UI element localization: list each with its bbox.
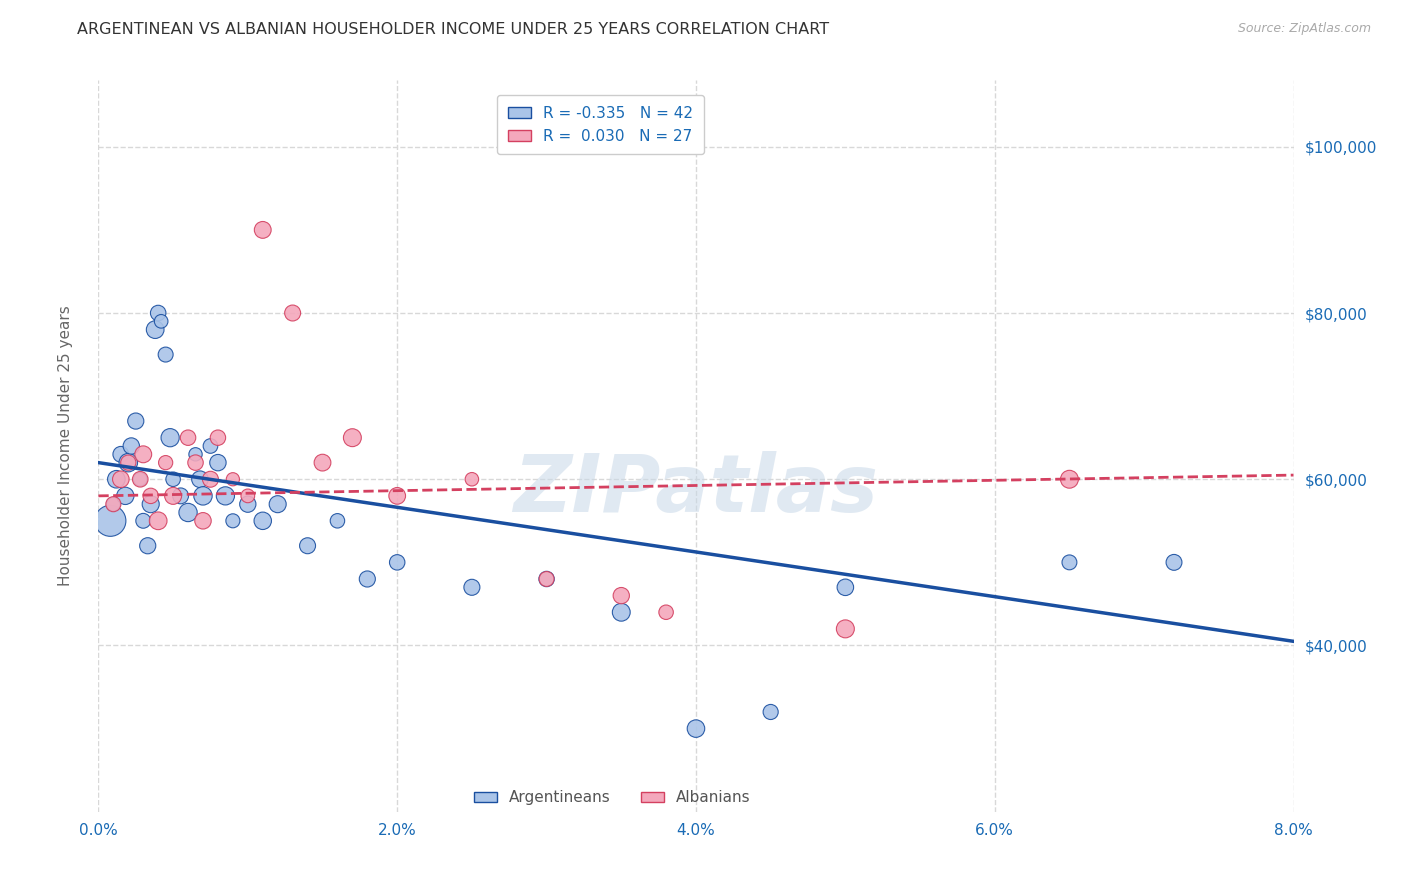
Point — [155, 456, 177, 470]
Point — [129, 472, 152, 486]
Point — [267, 497, 290, 511]
Point — [236, 497, 259, 511]
Point — [759, 705, 782, 719]
Point — [536, 572, 558, 586]
Point — [207, 456, 229, 470]
Point — [148, 306, 170, 320]
Y-axis label: Householder Income Under 25 years: Householder Income Under 25 years — [59, 306, 73, 586]
Point — [214, 489, 236, 503]
Point — [150, 314, 173, 328]
Point — [252, 514, 274, 528]
Point — [177, 506, 200, 520]
Point — [132, 514, 155, 528]
Point — [1163, 555, 1185, 569]
Text: ZIPatlas: ZIPatlas — [513, 450, 879, 529]
Legend: Argentineans, Albanians: Argentineans, Albanians — [468, 784, 756, 812]
Point — [236, 489, 259, 503]
Point — [98, 514, 122, 528]
Point — [200, 472, 222, 486]
Point — [120, 439, 142, 453]
Point — [191, 514, 214, 528]
Point — [297, 539, 319, 553]
Point — [342, 431, 364, 445]
Point — [207, 431, 229, 445]
Point — [125, 414, 148, 428]
Text: ARGENTINEAN VS ALBANIAN HOUSEHOLDER INCOME UNDER 25 YEARS CORRELATION CHART: ARGENTINEAN VS ALBANIAN HOUSEHOLDER INCO… — [77, 22, 830, 37]
Point — [188, 472, 211, 486]
Point — [222, 514, 245, 528]
Point — [117, 456, 139, 470]
Point — [136, 539, 159, 553]
Point — [139, 497, 162, 511]
Point — [177, 431, 200, 445]
Point — [834, 580, 856, 594]
Point — [184, 456, 207, 470]
Point — [162, 489, 184, 503]
Point — [191, 489, 214, 503]
Point — [281, 306, 304, 320]
Point — [252, 223, 274, 237]
Point — [139, 489, 162, 503]
Point — [461, 580, 484, 594]
Point — [200, 439, 222, 453]
Point — [110, 472, 132, 486]
Point — [110, 447, 132, 461]
Point — [834, 622, 856, 636]
Point — [103, 497, 125, 511]
Point — [610, 589, 633, 603]
Point — [610, 605, 633, 619]
Point — [129, 472, 152, 486]
Point — [461, 472, 484, 486]
Point — [655, 605, 678, 619]
Point — [536, 572, 558, 586]
Point — [114, 489, 136, 503]
Point — [385, 489, 409, 503]
Point — [143, 323, 166, 337]
Point — [169, 489, 191, 503]
Point — [162, 472, 184, 486]
Point — [103, 497, 125, 511]
Point — [159, 431, 181, 445]
Point — [184, 447, 207, 461]
Point — [685, 722, 707, 736]
Point — [105, 472, 128, 486]
Text: Source: ZipAtlas.com: Source: ZipAtlas.com — [1237, 22, 1371, 36]
Point — [117, 456, 139, 470]
Point — [326, 514, 349, 528]
Point — [148, 514, 170, 528]
Point — [132, 447, 155, 461]
Point — [311, 456, 333, 470]
Point — [356, 572, 378, 586]
Point — [1059, 555, 1081, 569]
Point — [222, 472, 245, 486]
Point — [155, 348, 177, 362]
Point — [385, 555, 409, 569]
Point — [1059, 472, 1081, 486]
